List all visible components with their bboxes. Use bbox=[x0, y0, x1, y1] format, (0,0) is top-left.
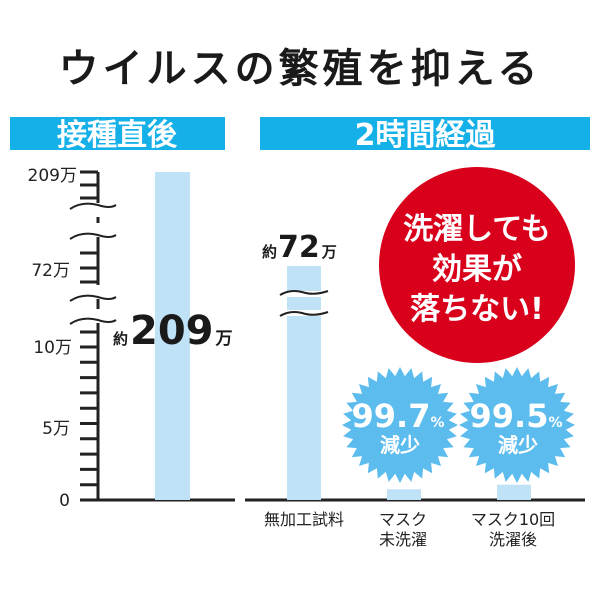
x-category-label: マスク10回洗濯後 bbox=[471, 510, 555, 549]
reduction-label: 減少 bbox=[380, 433, 420, 457]
reduction-badge-burst bbox=[459, 367, 575, 483]
bars bbox=[155, 172, 531, 500]
axis-break-mark bbox=[69, 294, 117, 302]
bar-break-gap bbox=[284, 291, 324, 297]
right-panel-title: 2時間経過 bbox=[355, 118, 497, 153]
x-category-label: マスク未洗濯 bbox=[379, 510, 427, 549]
bar-left bbox=[155, 172, 190, 500]
reduction-percent: 99.7% bbox=[352, 397, 445, 435]
bar-2 bbox=[497, 484, 531, 500]
left-header-bar bbox=[10, 117, 225, 150]
y-tick-label: 5万 bbox=[42, 419, 70, 439]
reduction-badge-burst bbox=[342, 367, 458, 483]
bar-break-mark bbox=[279, 311, 329, 317]
bar-break-mark bbox=[279, 290, 329, 296]
callout-line: 効果が bbox=[432, 252, 522, 287]
axis-break-mark bbox=[69, 317, 117, 325]
axis-break-mark bbox=[69, 202, 117, 210]
y-tick-label: 0 bbox=[59, 491, 70, 511]
right-header-bar bbox=[260, 117, 590, 150]
y-tick-label: 209万 bbox=[28, 166, 77, 186]
left-panel-title: 接種直後 bbox=[57, 118, 178, 153]
bar-0 bbox=[287, 266, 321, 500]
reduction-label: 減少 bbox=[498, 433, 538, 457]
reduction-percent: 99.5% bbox=[470, 397, 563, 435]
bar-1 bbox=[387, 489, 421, 500]
callout-line: 洗濯しても bbox=[403, 212, 551, 247]
right-data-label: 約72 万 bbox=[262, 230, 337, 265]
x-category-label: 無加工試料 bbox=[264, 510, 344, 529]
page-title: ウイルスの繁殖を抑える bbox=[59, 46, 542, 92]
callout-circle bbox=[379, 167, 575, 363]
callout-line: 落ちない! bbox=[410, 292, 544, 327]
axis-break-mark bbox=[69, 232, 117, 240]
y-tick-label: 10万 bbox=[33, 338, 72, 358]
y-tick-label: 72万 bbox=[31, 261, 70, 281]
left-data-label: 約209 万 bbox=[113, 308, 233, 354]
y-axis bbox=[69, 170, 585, 502]
